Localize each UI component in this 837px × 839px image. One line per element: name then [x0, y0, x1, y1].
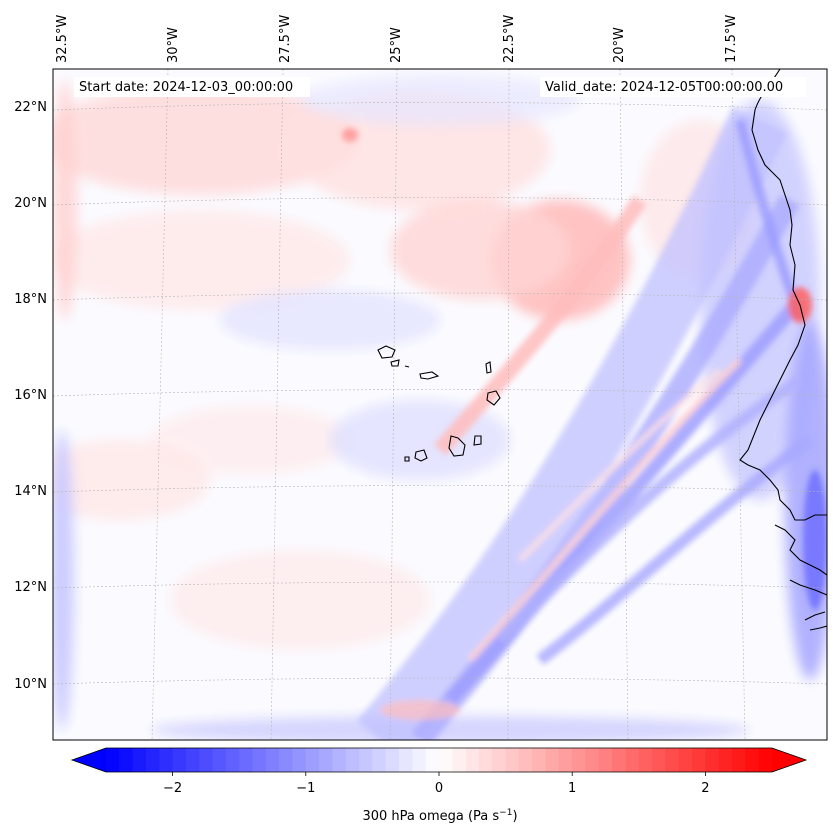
lon-label: 20°W: [612, 27, 627, 63]
colorbar: −2 −1 0 1 2 300 hPa omega (Pa s−1): [70, 747, 808, 824]
map-panel: Start date: 2024-12-03_00:00:00 Valid_da…: [52, 68, 828, 741]
colorbar-cell: [598, 748, 613, 772]
coastline: [739, 69, 827, 631]
lon-label: 30°W: [166, 27, 181, 63]
colorbar-cell: [359, 748, 373, 772]
colorbar-cell: [399, 748, 413, 772]
colorbar-cell: [732, 748, 746, 772]
colorbar-cell: [758, 748, 773, 772]
start-date-box: [74, 77, 310, 97]
colorbar-cell: [439, 748, 453, 772]
lon-label: 27.5°W: [278, 15, 293, 63]
colorbar-cell: [452, 748, 467, 772]
colorbar-cell: [119, 748, 134, 772]
colorbar-low-extension: [72, 748, 106, 772]
colorbar-cell: [585, 748, 600, 772]
colorbar-cell: [572, 748, 587, 772]
lon-label: 32.5°W: [55, 15, 70, 63]
colorbar-tick-label: −1: [296, 781, 315, 796]
colorbar-cell: [199, 748, 214, 772]
colorbar-cell: [465, 748, 480, 772]
lon-label: 17.5°W: [724, 15, 739, 63]
colorbar-cell: [345, 748, 360, 772]
colorbar-cell: [638, 748, 653, 772]
colorbar-cell: [132, 748, 147, 772]
colorbar-cell: [718, 748, 733, 772]
colorbar-cell: [612, 748, 627, 772]
colorbar-cell: [625, 748, 640, 772]
colorbar-cell: [412, 748, 427, 772]
colorbar-cell: [212, 748, 227, 772]
lat-label: 10°N: [14, 677, 47, 692]
colorbar-cell: [106, 748, 120, 772]
colorbar-cell: [252, 748, 267, 772]
lat-label: 22°N: [14, 100, 47, 115]
colorbar-cell: [505, 748, 520, 772]
colorbar-tick-label: −2: [163, 781, 182, 796]
colorbar-cell: [518, 748, 533, 772]
colorbar-cell: [705, 748, 720, 772]
colorbar-cell: [319, 748, 334, 772]
colorbar-cell: [425, 748, 440, 772]
valid-date-label: Valid_date: 2024-12-05T00:00:00.00: [545, 80, 783, 95]
start-date-label: Start date: 2024-12-03_00:00:00: [79, 80, 293, 95]
colorbar-cells: [106, 748, 773, 772]
colorbar-cell: [385, 748, 400, 772]
lon-label: 25°W: [389, 27, 404, 63]
colorbar-ticks: −2 −1 0 1 2: [163, 772, 710, 796]
map-frame: [52, 68, 828, 741]
colorbar-cell: [492, 748, 507, 772]
colorbar-cell: [652, 748, 667, 772]
colorbar-cell: [692, 748, 706, 772]
colorbar-cell: [185, 748, 200, 772]
frontal-bands: [342, 107, 827, 740]
valid-date-box: [540, 77, 806, 97]
colorbar-outline: [70, 747, 808, 773]
lat-label: 18°N: [14, 292, 47, 307]
colorbar-cell: [478, 748, 493, 772]
colorbar-cell: [292, 748, 307, 772]
colorbar-cell: [532, 748, 547, 772]
longitude-labels: 32.5°W 30°W 27.5°W 25°W 22.5°W 20°W 17.5…: [55, 15, 739, 63]
colorbar-cell: [145, 748, 160, 772]
colorbar-cell: [545, 748, 560, 772]
colorbar-cell: [279, 748, 294, 772]
lat-label: 16°N: [14, 388, 47, 403]
colorbar-cell: [372, 748, 387, 772]
lat-label: 20°N: [14, 196, 47, 211]
colorbar-high-extension: [772, 748, 806, 772]
colorbar-cell: [665, 748, 680, 772]
omega-field: [53, 69, 827, 740]
colorbar-cell: [225, 748, 240, 772]
lat-label: 12°N: [14, 580, 47, 595]
colorbar-cell: [678, 748, 693, 772]
colorbar-label: 300 hPa omega (Pa s−1): [362, 808, 517, 824]
colorbar-cell: [558, 748, 573, 772]
colorbar-cell: [159, 748, 174, 772]
colorbar-cell: [265, 748, 280, 772]
colorbar-tick-label: 1: [568, 781, 576, 796]
colorbar-cell: [332, 748, 347, 772]
colorbar-cell: [305, 748, 320, 772]
cape-verde-islands: [377, 345, 501, 462]
lon-label: 22.5°W: [502, 15, 517, 63]
colorbar-cell: [172, 748, 187, 772]
colorbar-tick-label: 2: [701, 781, 709, 796]
colorbar-cell: [745, 748, 760, 772]
lat-label: 14°N: [14, 484, 47, 499]
latitude-labels: 22°N 20°N 18°N 16°N 14°N 12°N 10°N: [14, 100, 47, 692]
colorbar-cell: [239, 748, 254, 772]
colorbar-tick-label: 0: [435, 781, 443, 796]
